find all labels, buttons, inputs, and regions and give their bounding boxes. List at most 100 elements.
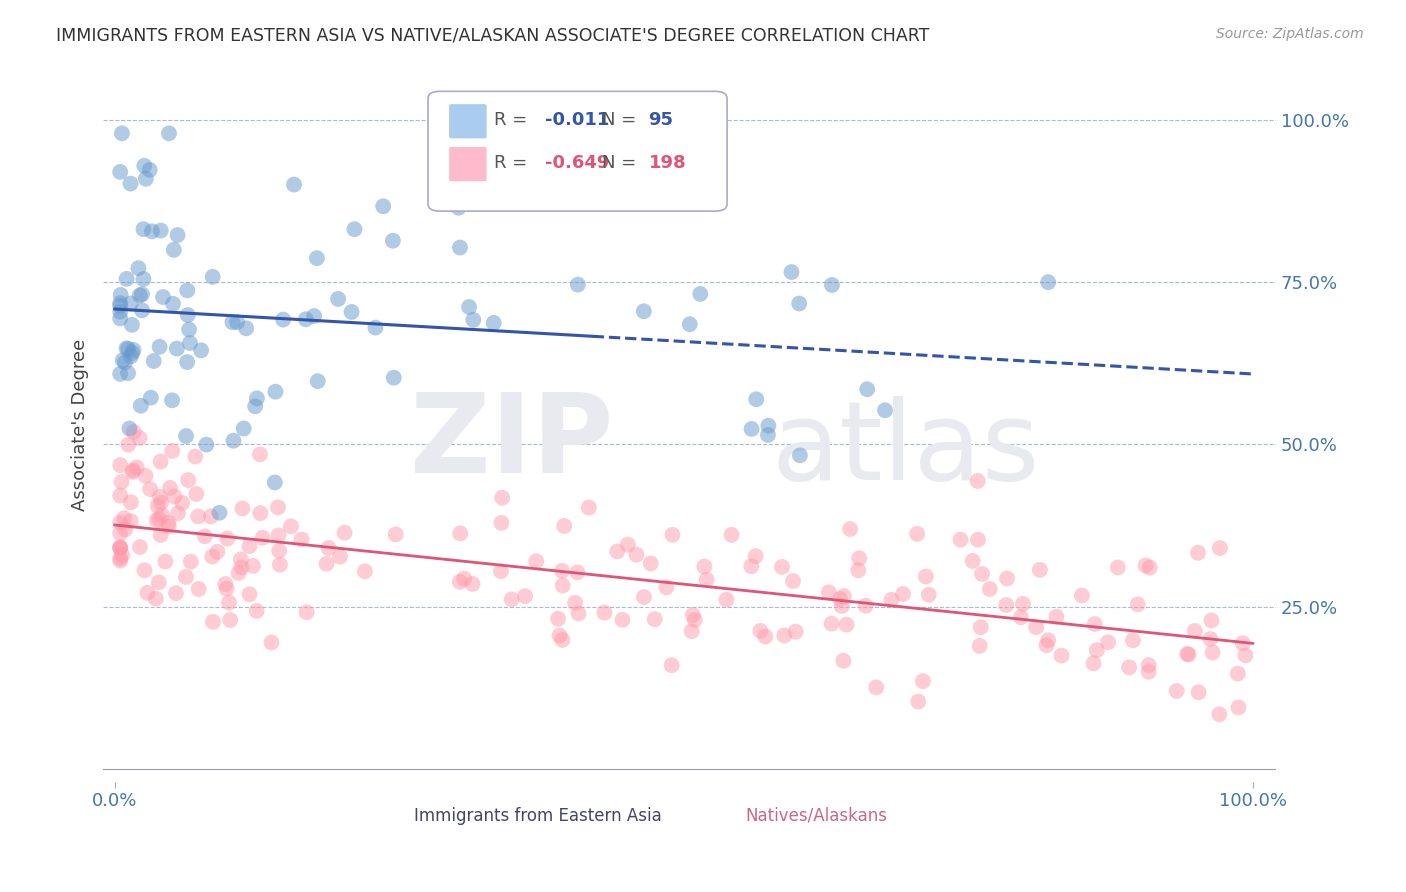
Point bbox=[187, 582, 209, 596]
Point bbox=[329, 549, 352, 564]
Point bbox=[1035, 638, 1057, 652]
Point bbox=[134, 468, 156, 483]
Point bbox=[1208, 707, 1230, 722]
Point bbox=[716, 592, 738, 607]
Point bbox=[354, 564, 377, 578]
Point bbox=[108, 311, 131, 326]
FancyBboxPatch shape bbox=[368, 804, 406, 831]
Text: -0.011: -0.011 bbox=[546, 111, 610, 128]
Point bbox=[689, 287, 711, 301]
Point bbox=[295, 605, 318, 619]
Point bbox=[1209, 541, 1232, 555]
Point bbox=[112, 511, 135, 525]
Point bbox=[839, 522, 862, 536]
Point bbox=[773, 628, 796, 642]
Point bbox=[108, 305, 131, 319]
Point bbox=[121, 318, 143, 332]
Point bbox=[969, 639, 991, 653]
Point bbox=[1234, 648, 1257, 663]
Point bbox=[111, 126, 134, 140]
Point bbox=[449, 241, 471, 255]
Point bbox=[1232, 636, 1254, 650]
Point bbox=[201, 549, 224, 564]
Point bbox=[880, 592, 903, 607]
Point bbox=[1045, 609, 1067, 624]
Point bbox=[1107, 560, 1129, 574]
Point bbox=[149, 223, 172, 237]
Point bbox=[229, 552, 252, 566]
Point bbox=[134, 563, 156, 577]
Point bbox=[177, 322, 200, 336]
Point bbox=[117, 366, 139, 380]
Point bbox=[163, 490, 186, 504]
Point bbox=[135, 171, 157, 186]
Point bbox=[995, 598, 1018, 612]
Point bbox=[548, 628, 571, 642]
Point bbox=[835, 617, 858, 632]
Text: ZIP: ZIP bbox=[411, 389, 613, 496]
Point bbox=[249, 506, 271, 520]
Point bbox=[315, 557, 337, 571]
Point bbox=[661, 528, 683, 542]
Point bbox=[644, 612, 666, 626]
Point bbox=[222, 434, 245, 448]
Point bbox=[949, 533, 972, 547]
Point bbox=[461, 577, 484, 591]
Point bbox=[758, 418, 780, 433]
Point bbox=[267, 528, 290, 542]
Point bbox=[129, 540, 152, 554]
Point bbox=[780, 265, 803, 279]
Point bbox=[612, 613, 634, 627]
Point bbox=[165, 586, 187, 600]
Point bbox=[962, 554, 984, 568]
Point bbox=[1226, 666, 1249, 681]
Point bbox=[122, 343, 145, 357]
Point bbox=[491, 516, 513, 530]
FancyBboxPatch shape bbox=[449, 104, 486, 138]
Point bbox=[177, 308, 200, 322]
Point bbox=[111, 353, 134, 368]
Point bbox=[617, 538, 640, 552]
Point bbox=[120, 514, 142, 528]
Point bbox=[449, 574, 471, 589]
Point bbox=[150, 496, 173, 510]
Point bbox=[132, 222, 155, 236]
Point bbox=[157, 126, 180, 140]
Point bbox=[547, 612, 569, 626]
Point bbox=[134, 159, 156, 173]
Point bbox=[218, 596, 240, 610]
Point bbox=[201, 615, 224, 629]
Point bbox=[740, 559, 762, 574]
Point bbox=[120, 177, 142, 191]
Point bbox=[243, 400, 266, 414]
Point bbox=[967, 533, 990, 547]
Point bbox=[152, 290, 174, 304]
Point bbox=[754, 630, 776, 644]
Point bbox=[1201, 645, 1223, 659]
Point bbox=[121, 465, 143, 479]
Point bbox=[453, 572, 475, 586]
Point bbox=[661, 658, 683, 673]
Point bbox=[831, 599, 853, 613]
Point bbox=[128, 288, 150, 302]
Point bbox=[789, 448, 811, 462]
Point bbox=[280, 519, 302, 533]
Point bbox=[820, 616, 842, 631]
Point bbox=[447, 201, 470, 215]
Point bbox=[157, 519, 180, 533]
Point bbox=[110, 288, 132, 302]
Point bbox=[172, 496, 194, 510]
Point bbox=[848, 551, 870, 566]
Y-axis label: Associate's Degree: Associate's Degree bbox=[72, 339, 89, 511]
Text: N =: N = bbox=[602, 153, 641, 171]
Point bbox=[1177, 648, 1199, 662]
Text: R =: R = bbox=[494, 111, 533, 128]
Point bbox=[891, 587, 914, 601]
Point bbox=[159, 481, 181, 495]
Point bbox=[157, 516, 180, 530]
Point bbox=[302, 309, 325, 323]
Point bbox=[184, 450, 207, 464]
Point bbox=[1187, 546, 1209, 560]
Text: Natives/Alaskans: Natives/Alaskans bbox=[745, 806, 887, 825]
Point bbox=[1126, 598, 1149, 612]
